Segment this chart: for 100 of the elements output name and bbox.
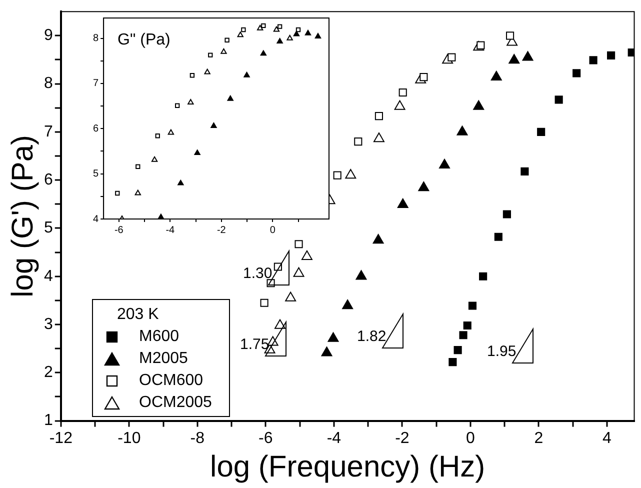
point xyxy=(479,272,488,280)
x-tick-label: 2 xyxy=(534,430,544,447)
point xyxy=(456,126,468,136)
x-tick-label: -4 xyxy=(326,430,342,447)
point xyxy=(241,27,246,32)
point xyxy=(257,24,264,30)
point xyxy=(494,232,502,241)
point xyxy=(260,298,268,307)
point xyxy=(188,98,194,104)
annotation: 1.75 xyxy=(240,336,270,354)
x-tick-label: 4 xyxy=(602,430,612,447)
x-tick-label: -4 xyxy=(166,224,176,236)
y-tick-label: 9 xyxy=(44,27,53,44)
point xyxy=(328,332,339,342)
legend-label: OCM600 xyxy=(139,371,204,391)
point xyxy=(136,164,140,169)
point xyxy=(607,51,616,60)
point xyxy=(459,331,468,340)
point xyxy=(628,48,634,57)
point xyxy=(572,69,581,78)
point xyxy=(237,32,244,38)
point xyxy=(293,267,304,277)
point xyxy=(439,158,450,169)
y-tick-label: 5 xyxy=(44,220,53,237)
point xyxy=(342,299,354,310)
y-tick-label: 5 xyxy=(93,168,99,180)
point xyxy=(397,198,408,208)
point xyxy=(155,134,160,138)
annotation: 1.30 xyxy=(243,265,272,283)
point xyxy=(454,346,462,354)
point xyxy=(208,52,213,58)
point xyxy=(134,190,141,196)
y-tick-label: 4 xyxy=(93,214,99,225)
point xyxy=(244,72,250,78)
point xyxy=(285,292,296,302)
x-tick-label: -10 xyxy=(118,430,141,447)
point xyxy=(296,27,301,32)
y-tick-label: 8 xyxy=(93,33,99,44)
point xyxy=(261,23,266,28)
point xyxy=(115,190,120,196)
legend-title: 203 K xyxy=(116,305,160,325)
point xyxy=(210,122,217,128)
point xyxy=(508,54,520,64)
point xyxy=(168,129,174,135)
legend-label: OCM2005 xyxy=(139,393,212,413)
y-tick-label: 1 xyxy=(44,412,53,430)
point xyxy=(277,24,282,29)
annotation: 1.82 xyxy=(357,328,386,346)
y-tick-label: 4 xyxy=(44,268,53,285)
point xyxy=(151,156,158,162)
point xyxy=(227,95,234,101)
point xyxy=(178,180,184,186)
x-tick-label: -12 xyxy=(49,430,73,447)
y-tick-label: 7 xyxy=(93,78,99,90)
x-tick-label: -2 xyxy=(216,224,226,236)
annotation: 1.95 xyxy=(487,343,516,361)
point xyxy=(463,321,472,330)
legend-label: M600 xyxy=(139,327,180,347)
point xyxy=(301,250,312,260)
point xyxy=(356,270,367,280)
point xyxy=(190,73,195,78)
point xyxy=(372,234,384,244)
y-tick-label: 6 xyxy=(44,172,53,188)
y-axis-title: log (G') (Pa) xyxy=(6,134,40,298)
point xyxy=(490,70,502,80)
y-tick-label: 3 xyxy=(44,316,53,333)
x-tick-label: 0 xyxy=(270,224,276,236)
point xyxy=(520,167,529,176)
point xyxy=(204,68,210,74)
point xyxy=(398,88,407,97)
point xyxy=(175,103,180,108)
point xyxy=(345,169,356,179)
text: G" (Pa) xyxy=(118,31,170,48)
point xyxy=(554,96,563,104)
point xyxy=(304,30,312,36)
x-tick-label: -6 xyxy=(114,224,124,236)
point xyxy=(314,33,322,39)
x-axis-title: log (Frequency) (Hz) xyxy=(210,450,486,484)
point xyxy=(294,240,303,248)
point xyxy=(418,182,430,192)
y-tick-label: 2 xyxy=(44,364,53,382)
y-tick-label: 8 xyxy=(44,75,53,92)
legend-label: M2005 xyxy=(139,349,188,369)
point xyxy=(473,100,484,110)
point xyxy=(394,100,406,110)
point xyxy=(273,26,280,32)
point xyxy=(293,30,300,36)
point xyxy=(276,38,283,44)
x-tick-label: 0 xyxy=(466,430,475,447)
point xyxy=(274,319,286,329)
point xyxy=(589,56,598,64)
point xyxy=(194,150,200,156)
point xyxy=(220,48,227,54)
x-tick-label: -6 xyxy=(258,430,273,447)
point xyxy=(333,171,342,180)
point xyxy=(354,138,362,146)
point xyxy=(286,34,293,40)
point xyxy=(537,128,546,136)
point xyxy=(321,346,332,356)
point xyxy=(468,302,477,310)
